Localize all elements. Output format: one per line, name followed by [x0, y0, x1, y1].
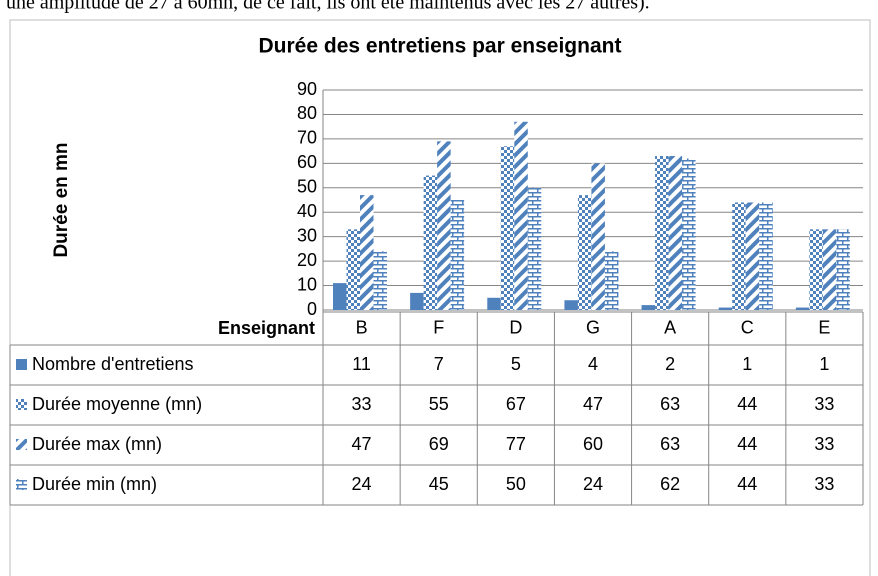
table-value: 55: [429, 394, 449, 414]
table-value: 60: [583, 434, 603, 454]
bar: [604, 251, 619, 310]
bar: [682, 158, 696, 310]
table-value: 1: [742, 354, 752, 374]
table-value: 33: [352, 394, 372, 414]
table-value: 11: [352, 354, 371, 374]
bar: [450, 200, 465, 310]
bar: [718, 307, 733, 310]
legend-label: Durée max (mn): [32, 434, 162, 454]
table-value: 2: [665, 354, 675, 374]
bar: [641, 305, 656, 310]
legend-label: Durée min (mn): [32, 474, 157, 494]
y-tick-label: 20: [297, 250, 317, 270]
legend-swatch: [16, 439, 27, 450]
chart-title: Durée des entretiens par enseignant: [259, 35, 622, 58]
y-tick-label: 90: [297, 79, 317, 99]
y-tick-label: 70: [297, 128, 317, 148]
table-header: Enseignant: [218, 318, 315, 338]
x-tick-label: D: [509, 317, 522, 337]
bar: [822, 229, 837, 310]
legend-swatch: [16, 359, 27, 370]
bar: [668, 156, 683, 310]
legend-swatch: [16, 479, 27, 490]
bar: [527, 187, 542, 310]
chart-border: [9, 19, 871, 576]
x-tick-label: A: [664, 317, 676, 337]
bar: [360, 195, 374, 310]
bar: [514, 121, 528, 311]
bar: [423, 175, 438, 310]
bar: [487, 297, 501, 310]
table-value: 50: [506, 474, 526, 494]
table-value: 44: [737, 474, 757, 494]
y-tick-label: 40: [297, 201, 317, 221]
table-value: 62: [660, 474, 680, 494]
legend-label: Durée moyenne (mn): [32, 394, 202, 414]
legend-swatch: [16, 399, 27, 410]
bar: [591, 163, 605, 310]
x-tick-label: E: [818, 317, 830, 337]
y-axis-label: Durée en mn: [51, 142, 72, 257]
y-tick-label: 0: [307, 299, 317, 319]
bar: [795, 307, 810, 310]
table-value: 7: [434, 354, 444, 374]
table-value: 1: [819, 354, 829, 374]
table-value: 63: [660, 394, 680, 414]
table-value: 63: [660, 434, 680, 454]
bar: [500, 146, 515, 310]
bar: [333, 283, 347, 310]
bar: [745, 202, 760, 310]
bar: [809, 229, 823, 310]
y-tick-label: 10: [297, 274, 317, 294]
x-tick-label: F: [433, 317, 444, 337]
table-value: 45: [429, 474, 449, 494]
y-tick-label: 80: [297, 103, 317, 123]
y-tick-label: 50: [297, 177, 317, 197]
table-value: 44: [737, 434, 757, 454]
y-tick-label: 60: [297, 152, 317, 172]
y-tick-label: 30: [297, 225, 317, 245]
table-value: 33: [814, 434, 834, 454]
table-value: 67: [506, 394, 526, 414]
table-value: 24: [583, 474, 603, 494]
x-tick-label: B: [356, 317, 368, 337]
table-value: 47: [352, 434, 372, 454]
table-value: 77: [506, 434, 526, 454]
table-value: 44: [737, 394, 757, 414]
bar: [346, 229, 360, 310]
bar: [759, 202, 773, 310]
bar: [577, 195, 592, 310]
legend-label: Nombre d'entretiens: [32, 354, 194, 374]
table-value: 5: [511, 354, 521, 374]
table-value: 4: [588, 354, 598, 374]
bar: [373, 251, 387, 310]
bar: [732, 202, 746, 310]
bar: [564, 300, 578, 310]
x-tick-label: G: [586, 317, 600, 337]
bar: [410, 292, 424, 310]
table-value: 69: [429, 434, 449, 454]
x-tick-label: C: [741, 317, 754, 337]
table-value: 33: [814, 474, 834, 494]
caption: une amplitude de 27 à 60mn, de ce fait, …: [6, 0, 650, 14]
bar: [437, 141, 451, 310]
table-value: 47: [583, 394, 603, 414]
table-value: 24: [352, 474, 372, 494]
bar: [655, 156, 669, 310]
table-value: 33: [814, 394, 834, 414]
bar: [836, 229, 850, 310]
